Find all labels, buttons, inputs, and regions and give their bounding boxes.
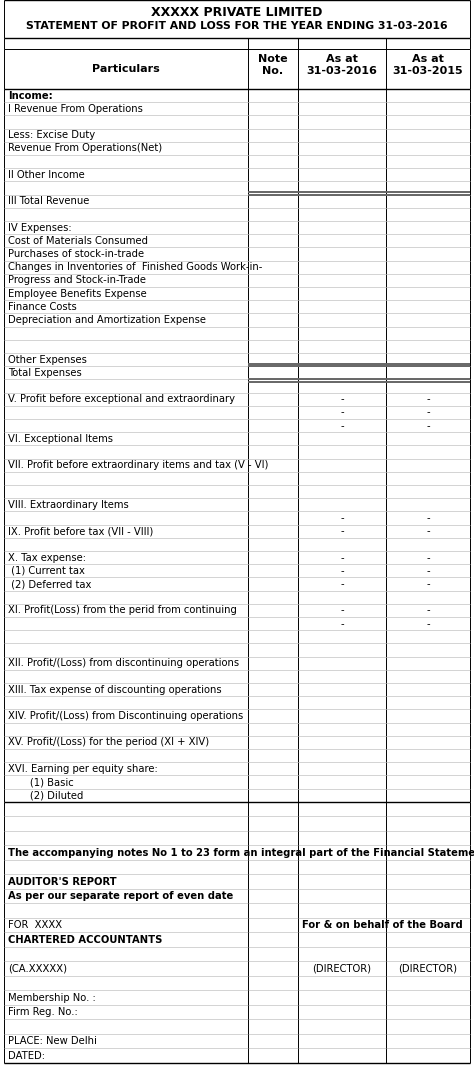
- Text: CHARTERED ACCOUNTANTS: CHARTERED ACCOUNTANTS: [8, 935, 163, 944]
- Text: Firm Reg. No.:: Firm Reg. No.:: [8, 1007, 78, 1017]
- Text: Employee Benefits Expense: Employee Benefits Expense: [8, 288, 147, 299]
- Text: XII. Profit/(Loss) from discontinuing operations: XII. Profit/(Loss) from discontinuing op…: [8, 658, 239, 668]
- Text: -: -: [340, 579, 344, 589]
- Text: Total Expenses: Total Expenses: [8, 368, 82, 378]
- Text: II Other Income: II Other Income: [8, 170, 85, 180]
- Text: The accompanying notes No 1 to 23 form an integral part of the Financial Stateme: The accompanying notes No 1 to 23 form a…: [8, 848, 474, 858]
- Text: -: -: [426, 565, 430, 576]
- Text: X. Tax expense:: X. Tax expense:: [8, 552, 86, 562]
- Text: (1) Basic: (1) Basic: [8, 777, 74, 787]
- Text: DATED:: DATED:: [8, 1051, 45, 1060]
- Text: -: -: [426, 407, 430, 417]
- Text: Note
No.: Note No.: [258, 54, 288, 76]
- Text: Other Expenses: Other Expenses: [8, 354, 87, 365]
- Text: VIII. Extraordinary Items: VIII. Extraordinary Items: [8, 499, 129, 510]
- Text: XIII. Tax expense of discounting operations: XIII. Tax expense of discounting operati…: [8, 684, 222, 694]
- Text: Progress and Stock-in-Trade: Progress and Stock-in-Trade: [8, 275, 146, 286]
- Text: Depreciation and Amortization Expense: Depreciation and Amortization Expense: [8, 315, 206, 325]
- Text: I Revenue From Operations: I Revenue From Operations: [8, 104, 143, 114]
- Text: IV Expenses:: IV Expenses:: [8, 223, 72, 233]
- Text: VI. Exceptional Items: VI. Exceptional Items: [8, 434, 113, 444]
- Text: -: -: [340, 526, 344, 536]
- Text: -: -: [340, 513, 344, 523]
- Text: XI. Profit(Loss) from the perid from continuing: XI. Profit(Loss) from the perid from con…: [8, 605, 237, 615]
- Text: -: -: [340, 605, 344, 615]
- Text: -: -: [340, 618, 344, 628]
- Text: -: -: [426, 552, 430, 562]
- Text: V. Profit before exceptional and extraordinary: V. Profit before exceptional and extraor…: [8, 394, 235, 404]
- Text: -: -: [426, 579, 430, 589]
- Text: XV. Profit/(Loss) for the period (XI + XIV): XV. Profit/(Loss) for the period (XI + X…: [8, 738, 209, 747]
- Text: PLACE: New Delhi: PLACE: New Delhi: [8, 1036, 97, 1046]
- Text: As at
31-03-2015: As at 31-03-2015: [392, 54, 463, 76]
- Text: As at
31-03-2016: As at 31-03-2016: [307, 54, 377, 76]
- Text: -: -: [426, 605, 430, 615]
- Text: Changes in Inventories of  Finished Goods Work-in-: Changes in Inventories of Finished Goods…: [8, 262, 263, 272]
- Text: AUDITOR'S REPORT: AUDITOR'S REPORT: [8, 876, 117, 887]
- Text: -: -: [340, 552, 344, 562]
- Text: Membership No. :: Membership No. :: [8, 992, 96, 1003]
- Text: -: -: [340, 420, 344, 431]
- Text: XIV. Profit/(Loss) from Discontinuing operations: XIV. Profit/(Loss) from Discontinuing op…: [8, 712, 243, 721]
- Text: Cost of Materials Consumed: Cost of Materials Consumed: [8, 236, 148, 246]
- Text: -: -: [426, 513, 430, 523]
- Text: XXXXX PRIVATE LIMITED: XXXXX PRIVATE LIMITED: [151, 5, 323, 18]
- Text: XVI. Earning per equity share:: XVI. Earning per equity share:: [8, 764, 158, 773]
- Text: (DIRECTOR): (DIRECTOR): [399, 964, 457, 974]
- Text: Income:: Income:: [8, 91, 53, 101]
- Text: Less: Excise Duty: Less: Excise Duty: [8, 130, 95, 140]
- Text: (DIRECTOR): (DIRECTOR): [312, 964, 372, 974]
- Text: (CA.XXXXX): (CA.XXXXX): [8, 964, 67, 974]
- Text: (2) Deferred tax: (2) Deferred tax: [8, 579, 91, 589]
- Text: FOR  XXXX: FOR XXXX: [8, 921, 62, 930]
- Text: IX. Profit before tax (VII - VIII): IX. Profit before tax (VII - VIII): [8, 526, 153, 536]
- Text: Purchases of stock-in-trade: Purchases of stock-in-trade: [8, 249, 144, 259]
- Text: STATEMENT OF PROFIT AND LOSS FOR THE YEAR ENDING 31-03-2016: STATEMENT OF PROFIT AND LOSS FOR THE YEA…: [26, 21, 448, 31]
- Text: For & on behalf of the Board: For & on behalf of the Board: [302, 921, 463, 930]
- Text: VII. Profit before extraordinary items and tax (V - VI): VII. Profit before extraordinary items a…: [8, 460, 268, 470]
- Text: -: -: [426, 394, 430, 404]
- Text: -: -: [426, 526, 430, 536]
- Text: -: -: [340, 565, 344, 576]
- Text: (2) Diluted: (2) Diluted: [8, 791, 83, 800]
- Text: Particulars: Particulars: [92, 64, 160, 74]
- Text: III Total Revenue: III Total Revenue: [8, 196, 90, 206]
- Text: -: -: [426, 420, 430, 431]
- Text: Finance Costs: Finance Costs: [8, 302, 77, 312]
- Text: -: -: [340, 407, 344, 417]
- Text: Revenue From Operations(Net): Revenue From Operations(Net): [8, 143, 162, 154]
- Text: -: -: [340, 394, 344, 404]
- Text: As per our separate report of even date: As per our separate report of even date: [8, 891, 233, 901]
- Text: -: -: [426, 618, 430, 628]
- Text: (1) Current tax: (1) Current tax: [8, 565, 85, 576]
